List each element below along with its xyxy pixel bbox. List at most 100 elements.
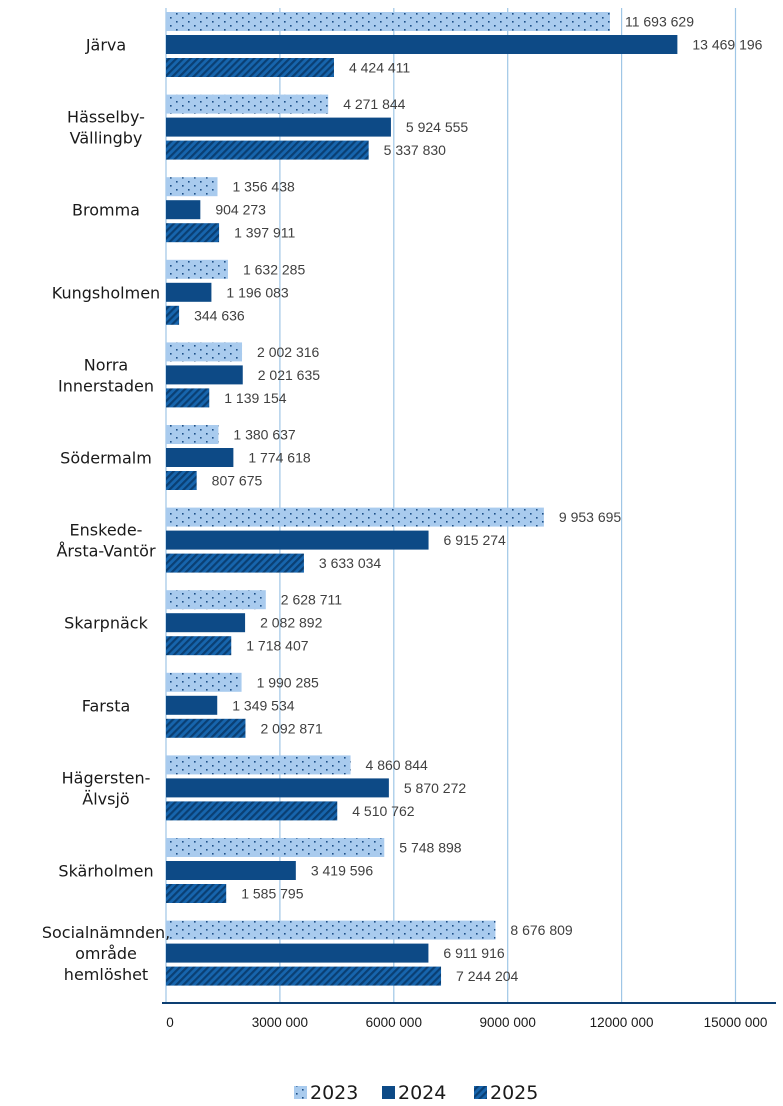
value-label: 5 870 272 — [404, 780, 466, 796]
bars — [166, 12, 678, 986]
legend-label-2024: 2024 — [398, 1082, 446, 1104]
bar-2025-4 — [166, 388, 210, 408]
x-tick-label: 6000 000 — [366, 1015, 422, 1030]
bar-2023-11 — [166, 920, 496, 940]
value-label: 1 632 285 — [243, 261, 305, 277]
value-label: 8 676 809 — [510, 922, 572, 938]
category-label: Farsta — [82, 696, 131, 715]
x-axis: 0 3000 000 6000 000 9000 000 12000 000 15000 … — [162, 1002, 776, 1030]
x-tick-label: 9000 000 — [480, 1015, 536, 1030]
x-tick-label: 15000 000 — [704, 1015, 768, 1030]
bar-2024-6 — [166, 530, 429, 550]
category-label: Hägersten-Älvsjö — [62, 768, 151, 808]
value-label: 2 082 892 — [260, 615, 322, 631]
bar-2025-11 — [166, 966, 442, 986]
value-label: 13 469 196 — [692, 37, 762, 53]
bar-2023-3 — [166, 259, 228, 279]
bar-2023-2 — [166, 177, 218, 197]
value-label: 4 424 411 — [349, 60, 410, 76]
legend-swatch-2025 — [474, 1086, 487, 1099]
bar-2025-0 — [166, 58, 334, 77]
bar-2025-5 — [166, 471, 197, 490]
bar-2025-1 — [166, 140, 369, 160]
bar-2024-2 — [166, 200, 201, 220]
category-label: Hässelby-Vällingby — [67, 108, 145, 148]
value-label: 5 337 830 — [384, 142, 446, 158]
value-label: 5 748 898 — [399, 840, 461, 856]
category-label: Enskede-Årsta-Vantör — [56, 521, 155, 561]
value-label: 1 990 285 — [257, 674, 319, 690]
bar-2023-5 — [166, 425, 219, 444]
value-label: 11 693 629 — [625, 14, 694, 30]
category-label: Skärholmen — [58, 862, 153, 881]
legend-label-2025: 2025 — [490, 1082, 538, 1104]
bar-2024-1 — [166, 117, 391, 137]
bar-2024-4 — [166, 365, 243, 385]
value-label: 2 002 316 — [257, 344, 319, 360]
bar-2024-3 — [166, 282, 212, 302]
bar-2025-8 — [166, 718, 246, 738]
value-label: 3 419 596 — [311, 863, 373, 879]
legend-label-2023: 2023 — [310, 1082, 358, 1104]
value-label: 7 244 204 — [456, 968, 518, 984]
gridlines — [165, 8, 737, 1003]
value-label: 2 628 711 — [281, 592, 342, 608]
bar-2024-0 — [166, 35, 678, 54]
bar-2024-10 — [166, 861, 296, 880]
bar-2025-10 — [166, 884, 227, 903]
bar-2023-1 — [166, 94, 329, 114]
bar-2024-11 — [166, 943, 429, 963]
category-label: Södermalm — [60, 449, 152, 468]
value-label: 4 860 844 — [366, 757, 428, 773]
x-tick-label: 0 — [166, 1015, 174, 1030]
bar-2023-6 — [166, 507, 544, 527]
category-label: Skarpnäck — [64, 614, 148, 633]
value-label: 1 196 083 — [226, 284, 288, 300]
bar-2023-8 — [166, 672, 242, 692]
bar-2023-9 — [166, 755, 351, 775]
category-label: Kungsholmen — [52, 283, 160, 302]
value-label: 1 380 637 — [233, 427, 295, 443]
value-label: 344 636 — [194, 307, 245, 323]
bar-2023-7 — [166, 590, 266, 610]
bar-2025-6 — [166, 553, 304, 573]
bar-2025-7 — [166, 636, 232, 656]
value-label: 2 092 871 — [260, 720, 322, 736]
bar-2025-3 — [166, 305, 180, 325]
value-label: 1 397 911 — [234, 225, 295, 241]
value-label: 6 911 916 — [443, 945, 504, 961]
value-label: 1 718 407 — [246, 638, 308, 654]
bar-2024-8 — [166, 695, 218, 715]
value-label: 904 273 — [215, 202, 266, 218]
value-label: 2 021 635 — [258, 367, 320, 383]
legend-swatch-2023 — [294, 1086, 307, 1099]
value-label: 4 510 762 — [352, 803, 414, 819]
value-label: 807 675 — [212, 473, 263, 489]
legend-swatch-2024 — [382, 1086, 395, 1099]
category-labels: Järva Hässelby-Vällingby Bromma Kungsholmen… — [42, 36, 170, 985]
value-label: 5 924 555 — [406, 119, 468, 135]
bar-2023-0 — [166, 12, 610, 31]
value-label: 1 139 154 — [224, 390, 286, 406]
bar-2024-9 — [166, 778, 389, 798]
category-label: Järva — [85, 36, 126, 55]
bar-2024-7 — [166, 613, 246, 633]
bar-2025-2 — [166, 223, 220, 243]
value-label: 1 356 438 — [232, 179, 294, 195]
bar-2023-4 — [166, 342, 243, 362]
value-label: 9 953 695 — [559, 509, 621, 525]
x-tick-label: 12000 000 — [590, 1015, 654, 1030]
value-label: 1 774 618 — [248, 450, 310, 466]
category-label: Norra Innerstaden — [58, 355, 154, 395]
category-label: Bromma — [72, 201, 140, 220]
value-label: 3 633 034 — [319, 555, 381, 571]
value-label: 4 271 844 — [343, 96, 405, 112]
value-label: 1 349 534 — [232, 697, 294, 713]
x-tick-label: 3000 000 — [252, 1015, 308, 1030]
legend: 2023 2024 2025 — [294, 1082, 538, 1104]
category-label: Socialnämnden, område hemlöshet — [42, 923, 170, 984]
bar-2024-5 — [166, 448, 234, 467]
bar-2023-10 — [166, 838, 385, 857]
